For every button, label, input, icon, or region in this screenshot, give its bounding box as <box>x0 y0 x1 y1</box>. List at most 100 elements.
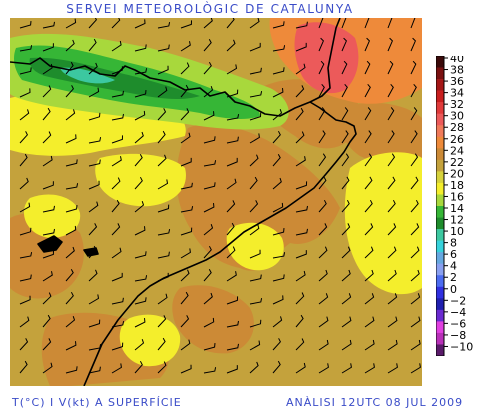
wind-barb <box>226 39 236 52</box>
wind-barb <box>387 223 397 236</box>
wind-barb <box>364 293 375 305</box>
legend-label: 22 <box>450 156 464 169</box>
wind-barb <box>157 251 170 259</box>
wind-barb <box>272 67 285 75</box>
wind-barb <box>157 154 167 167</box>
legend-swatch <box>436 309 444 322</box>
wind-barb <box>318 363 329 374</box>
wind-barb <box>157 21 171 29</box>
legend-swatch <box>436 252 444 264</box>
wind-barb <box>203 38 212 52</box>
wind-barb <box>341 199 350 213</box>
wind-barb <box>19 153 28 167</box>
wind-barb <box>364 316 375 328</box>
wind-barb <box>203 203 215 213</box>
wind-barb <box>134 339 145 351</box>
wind-barb <box>65 341 77 351</box>
wind-barb <box>111 342 124 351</box>
wind-barb <box>19 21 32 29</box>
wind-barb <box>410 18 416 29</box>
wind-barb <box>364 130 372 144</box>
legend-label: 28 <box>450 121 464 134</box>
legend-label: 26 <box>450 133 464 146</box>
wind-barb <box>203 245 212 259</box>
wind-barb <box>249 133 260 144</box>
wind-barb <box>180 291 189 305</box>
legend-swatch <box>436 263 444 276</box>
wind-barb <box>111 66 123 75</box>
wind-barb <box>180 339 191 351</box>
wind-barb <box>410 223 420 236</box>
warm-area-sea <box>338 102 422 165</box>
wind-barb <box>249 154 259 167</box>
wind-barb <box>295 314 304 328</box>
wind-barb <box>295 63 306 75</box>
legend-swatch <box>436 148 444 161</box>
legend-swatch <box>436 136 444 149</box>
wind-barb <box>157 361 167 374</box>
wind-barb <box>410 293 421 305</box>
wind-barb <box>42 271 53 282</box>
wind-barb <box>203 160 217 167</box>
legend-label: −4 <box>450 306 466 319</box>
wind-barb <box>203 367 217 374</box>
wind-barb <box>364 363 375 374</box>
wind-barb <box>226 271 237 282</box>
wind-barb <box>180 248 191 259</box>
wind-barb <box>341 176 350 190</box>
wind-barb <box>180 41 191 52</box>
wind-barb <box>203 224 214 236</box>
wind-barb <box>88 136 102 144</box>
wind-barb <box>318 199 327 213</box>
wind-barb <box>295 205 308 213</box>
wind-barb <box>203 292 213 305</box>
wind-barb <box>295 85 305 98</box>
wind-barb <box>111 199 120 213</box>
wind-barb <box>203 268 212 282</box>
wind-barb <box>42 228 55 236</box>
wind-barb <box>364 246 374 259</box>
legend-label: 0 <box>450 283 457 296</box>
wind-barb <box>318 153 327 167</box>
wind-barb <box>88 294 100 305</box>
legend-label: 38 <box>450 64 464 77</box>
wind-barb <box>249 297 263 305</box>
wind-barb <box>295 156 306 167</box>
wind-barb <box>226 343 239 351</box>
legend-label: 4 <box>450 260 457 273</box>
legend-swatch <box>436 67 444 80</box>
wind-barb <box>180 20 192 29</box>
wind-barb <box>134 297 147 305</box>
wind-barb <box>42 63 53 75</box>
wind-barb <box>249 176 258 190</box>
wind-barb <box>65 134 77 144</box>
legend-label: 30 <box>450 110 464 123</box>
wind-barb <box>249 67 262 75</box>
legend-swatch <box>436 298 444 311</box>
legend-label: 10 <box>450 225 464 238</box>
wind-barb <box>341 153 350 167</box>
legend-swatch <box>436 321 444 334</box>
wind-barb <box>180 182 193 190</box>
wind-barb <box>203 61 212 75</box>
wind-barb <box>157 179 169 190</box>
wind-barb <box>65 268 74 282</box>
wind-barb <box>88 18 98 29</box>
wind-barb <box>134 201 145 213</box>
wind-barb <box>295 228 308 236</box>
wind-barb <box>180 269 190 282</box>
wind-barb <box>42 155 53 167</box>
wind-barb <box>111 135 123 144</box>
wind-barb <box>249 249 261 259</box>
legend-swatch <box>436 102 444 114</box>
wind-barb <box>19 227 32 236</box>
wind-barb <box>42 131 52 144</box>
wind-barb <box>157 44 170 52</box>
wind-barb <box>157 293 168 305</box>
wind-barb <box>295 107 304 121</box>
wind-barb <box>272 338 282 351</box>
wind-barb <box>249 340 261 351</box>
island-west <box>37 235 63 253</box>
wind-barb <box>65 205 78 213</box>
wind-barb <box>157 130 166 144</box>
